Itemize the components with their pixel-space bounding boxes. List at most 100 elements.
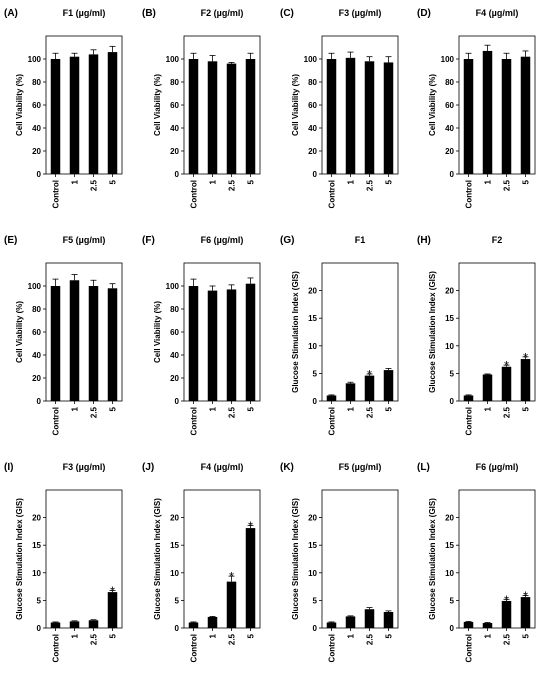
y-tick-label: 60	[445, 101, 454, 110]
chart-panel-a: (A) F1 (µg/ml) 0 20 40 60 80 100 Cell Viability …	[0, 0, 137, 225]
chart-title: F6 (µg/ml)	[476, 462, 519, 472]
y-axis-label: Cell Viability (%)	[15, 301, 24, 363]
y-tick-label: 15	[445, 314, 454, 323]
bar	[188, 286, 199, 401]
significance-marker: *	[110, 583, 115, 598]
y-tick-label: 20	[308, 147, 317, 156]
y-tick-label: 10	[445, 342, 454, 351]
x-tick-label: 2.5	[366, 179, 375, 191]
significance-marker: *	[523, 350, 528, 365]
y-tick-label: 15	[170, 541, 179, 550]
y-axis-label: Glucose Stimulation Index (GIS)	[15, 498, 24, 620]
bar	[107, 288, 118, 401]
significance-marker: *	[523, 588, 528, 603]
y-tick-label: 5	[450, 369, 455, 378]
bar	[383, 370, 394, 401]
bar	[69, 280, 80, 401]
x-tick-label: 2.5	[228, 406, 237, 418]
bar	[482, 374, 493, 401]
chart-panel-d: (D) F4 (µg/ml) 0 20 40 60 80 100 Cell Viability …	[413, 0, 550, 225]
x-tick-label: 2.5	[503, 633, 512, 645]
y-axis-label: Glucose Stimulation Index (GIS)	[291, 271, 300, 393]
chart-panel-l: (L) F6 (µg/ml) 0 5 10 15 20 Glucose Stimulation…	[413, 454, 550, 679]
chart-svg: (E) F5 (µg/ml) 0 20 40 60 80 100 Cell Viability …	[4, 235, 123, 435]
y-tick-label: 60	[170, 101, 179, 110]
x-tick-label: 2.5	[90, 633, 99, 645]
chart-svg: (C) F3 (µg/ml) 0 20 40 60 80 100 Cell Viability …	[280, 8, 399, 208]
x-tick-label: 1	[484, 179, 493, 184]
chart-title: F2 (µg/ml)	[201, 8, 244, 18]
bar	[520, 597, 531, 628]
y-axis-label: Cell Viability (%)	[153, 301, 162, 363]
chart-panel-h: (H) F2 0 5 10 15 20 Glucose Stimulation Index (…	[413, 227, 550, 452]
y-tick-label: 10	[308, 569, 317, 578]
x-tick-label: 5	[109, 406, 118, 411]
y-tick-label: 40	[170, 124, 179, 133]
y-tick-label: 20	[32, 374, 41, 383]
bar	[463, 59, 474, 174]
y-axis-label: Glucose Stimulation Index (GIS)	[428, 498, 437, 620]
bar	[463, 621, 474, 628]
y-tick-label: 100	[304, 55, 318, 64]
bar	[501, 366, 512, 401]
y-tick-label: 20	[308, 514, 317, 523]
x-tick-label: 5	[247, 179, 256, 184]
x-tick-label: 5	[247, 406, 256, 411]
y-axis-label: Cell Viability (%)	[428, 74, 437, 136]
chart-panel-e: (E) F5 (µg/ml) 0 20 40 60 80 100 Cell Viability …	[0, 227, 137, 452]
bar	[326, 622, 337, 628]
panel-letter: (C)	[280, 8, 294, 19]
y-tick-label: 100	[166, 282, 180, 291]
significance-marker: *	[229, 569, 234, 584]
x-tick-label: 2.5	[90, 179, 99, 191]
plot-frame	[321, 262, 399, 402]
x-tick-label: 5	[385, 179, 394, 184]
chart-title: F3 (µg/ml)	[339, 8, 382, 18]
y-tick-label: 100	[441, 55, 455, 64]
bar	[383, 62, 394, 175]
x-tick-label: Control	[52, 407, 61, 435]
panel-letter: (D)	[417, 8, 431, 19]
y-tick-label: 40	[32, 124, 41, 133]
chart-title: F2	[492, 235, 503, 245]
bar	[383, 611, 394, 628]
y-tick-label: 40	[32, 351, 41, 360]
x-tick-label: 1	[209, 179, 218, 184]
y-tick-label: 80	[32, 305, 41, 314]
bar	[345, 57, 356, 174]
x-tick-label: 5	[109, 633, 118, 638]
x-tick-label: Control	[465, 634, 474, 662]
chart-panel-i: (I) F3 (µg/ml) 0 5 10 15 20 Glucose Stimulation…	[0, 454, 137, 679]
x-tick-label: Control	[328, 180, 337, 208]
chart-svg: (A) F1 (µg/ml) 0 20 40 60 80 100 Cell Viability …	[4, 8, 123, 208]
chart-svg: (D) F4 (µg/ml) 0 20 40 60 80 100 Cell Viability …	[417, 8, 536, 208]
y-tick-label: 0	[313, 397, 318, 406]
y-tick-label: 10	[308, 342, 317, 351]
chart-title: F4 (µg/ml)	[476, 8, 519, 18]
x-tick-label: Control	[328, 407, 337, 435]
chart-panel-f: (F) F6 (µg/ml) 0 20 40 60 80 100 Cell Viability …	[138, 227, 275, 452]
y-axis-label: Glucose Stimulation Index (GIS)	[428, 271, 437, 393]
y-tick-label: 20	[308, 287, 317, 296]
panel-letter: (K)	[280, 462, 294, 473]
y-tick-label: 5	[313, 369, 318, 378]
bar	[245, 283, 256, 401]
y-tick-label: 0	[450, 170, 455, 179]
y-tick-label: 0	[37, 624, 42, 633]
plot-frame	[458, 489, 536, 629]
x-tick-label: 1	[347, 406, 356, 411]
bar	[345, 383, 356, 401]
y-tick-label: 60	[170, 328, 179, 337]
y-tick-label: 0	[175, 624, 180, 633]
y-tick-label: 0	[313, 170, 318, 179]
panel-letter: (I)	[4, 462, 13, 473]
panel-letter: (F)	[142, 235, 155, 246]
bar	[364, 375, 375, 401]
bar	[107, 52, 118, 174]
x-tick-label: Control	[328, 634, 337, 662]
y-axis-label: Glucose Stimulation Index (GIS)	[153, 498, 162, 620]
y-tick-label: 20	[170, 147, 179, 156]
bar	[326, 395, 337, 401]
